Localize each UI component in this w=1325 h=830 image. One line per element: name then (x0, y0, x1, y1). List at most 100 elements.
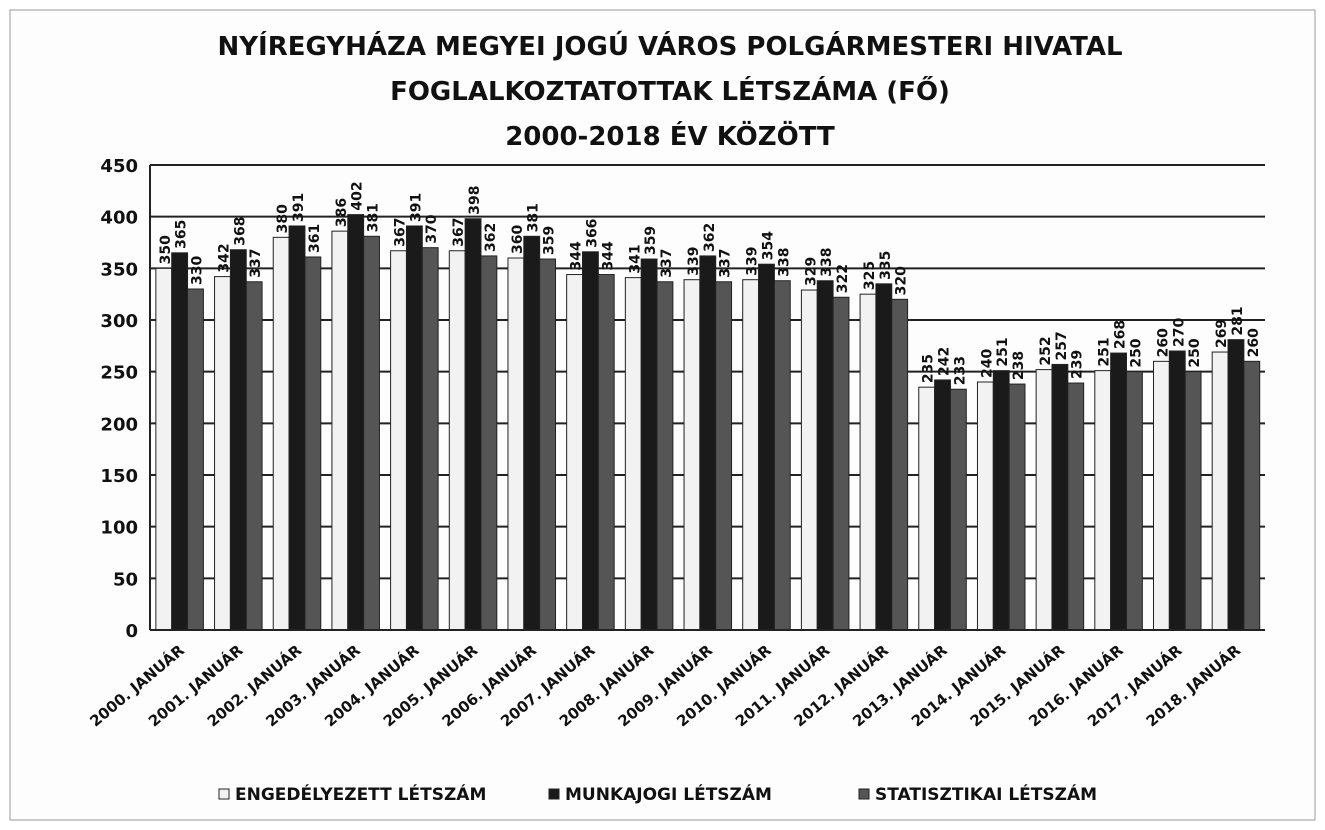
data-label: 337 (718, 249, 734, 278)
data-label: 250 (1128, 338, 1144, 367)
y-tick-label: 200 (100, 414, 138, 435)
bar (1227, 339, 1245, 631)
data-label: 339 (745, 246, 761, 275)
bar (1184, 371, 1202, 631)
data-label: 338 (776, 247, 792, 276)
data-label: 380 (275, 204, 291, 233)
bar (507, 257, 525, 631)
data-label: 398 (467, 185, 483, 214)
bar (539, 258, 557, 631)
bar (1094, 370, 1112, 631)
data-label: 386 (334, 198, 350, 227)
bar (331, 230, 349, 631)
bar (640, 258, 658, 631)
legend-swatch (218, 788, 230, 800)
y-tick-label: 450 (100, 156, 138, 177)
data-label: 260 (1155, 328, 1171, 357)
bar (214, 276, 231, 631)
data-label: 339 (686, 246, 702, 275)
bar (1067, 382, 1085, 631)
bar (656, 281, 674, 631)
bar (816, 280, 834, 631)
data-label: 257 (1054, 331, 1070, 360)
data-label: 239 (1070, 350, 1086, 379)
bar (949, 388, 967, 631)
bar (699, 255, 717, 631)
bar (992, 370, 1010, 631)
data-label: 338 (819, 247, 835, 276)
bar (683, 279, 701, 631)
data-label: 233 (952, 356, 968, 385)
bar (859, 293, 877, 631)
data-label: 251 (995, 337, 1011, 366)
bar (390, 250, 407, 631)
bar (1051, 363, 1069, 631)
bar (773, 280, 791, 631)
data-label: 367 (451, 218, 467, 247)
bar (155, 267, 173, 631)
data-label: 366 (584, 219, 600, 248)
data-label: 281 (1230, 306, 1246, 335)
data-label: 260 (1246, 328, 1262, 357)
bar (1168, 350, 1186, 631)
y-tick-label: 50 (113, 569, 138, 590)
bar (800, 289, 818, 631)
data-label: 337 (659, 249, 675, 278)
y-tick-label: 350 (100, 259, 138, 280)
chart-title: NYÍREGYHÁZA MEGYEI JOGÚ VÁROS POLGÁRMEST… (217, 30, 1122, 62)
data-label: 360 (510, 225, 526, 254)
data-label: 240 (979, 349, 995, 378)
bar (272, 236, 290, 631)
data-label: 341 (627, 244, 643, 273)
bar (976, 381, 994, 631)
bar (582, 251, 599, 631)
data-label: 335 (878, 251, 894, 280)
bar (171, 252, 189, 631)
data-label: 391 (291, 193, 307, 222)
bar (715, 281, 733, 631)
data-label: 337 (248, 249, 264, 278)
data-label: 362 (483, 223, 499, 252)
bar (597, 274, 615, 631)
bar (1126, 371, 1143, 631)
data-label: 330 (189, 256, 205, 285)
chart-title: 2000-2018 ÉV KÖZÖTT (505, 119, 835, 152)
bar (187, 288, 204, 631)
bar (245, 281, 263, 631)
data-label: 381 (366, 203, 382, 232)
data-label: 350 (158, 235, 174, 264)
bar (1035, 369, 1053, 631)
bar (758, 263, 775, 631)
bar (918, 386, 936, 631)
bar (1110, 352, 1128, 631)
legend-label: MUNKAJOGI LÉTSZÁM (565, 783, 772, 805)
bar (288, 225, 306, 631)
legend-swatch (858, 788, 870, 800)
data-label: 367 (393, 218, 409, 247)
data-label: 381 (526, 203, 542, 232)
data-label: 320 (894, 266, 910, 295)
bar (875, 283, 893, 631)
data-label: 242 (937, 347, 953, 376)
data-label: 235 (921, 354, 937, 383)
data-label: 268 (1113, 320, 1129, 349)
data-label: 251 (1097, 337, 1113, 366)
bar (1153, 360, 1170, 631)
y-tick-label: 300 (100, 311, 138, 332)
bar (1211, 351, 1229, 631)
data-label: 252 (1038, 336, 1054, 365)
bar (566, 274, 584, 631)
bar (421, 247, 439, 631)
bar (448, 250, 466, 631)
bar (523, 235, 541, 631)
data-label: 362 (702, 223, 718, 252)
y-tick-label: 400 (100, 208, 138, 229)
legend-label: STATISZTIKAI LÉTSZÁM (875, 783, 1097, 805)
data-label: 391 (408, 193, 424, 222)
bar (480, 255, 498, 631)
data-label: 359 (542, 226, 558, 255)
data-label: 361 (307, 224, 323, 253)
legend-swatch (548, 788, 560, 800)
bar (832, 296, 850, 631)
